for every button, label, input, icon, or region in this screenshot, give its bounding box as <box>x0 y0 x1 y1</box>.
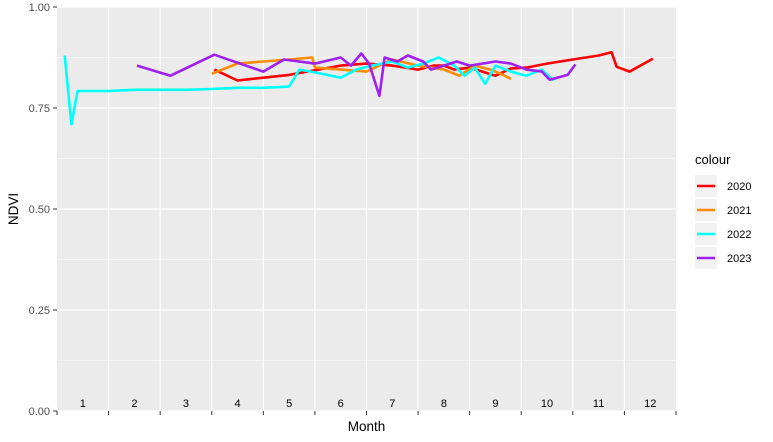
legend-label-2020: 2020 <box>727 181 751 193</box>
month-label: 9 <box>492 398 498 410</box>
y-tick-label: 1.00 <box>29 2 50 14</box>
y-axis: 0.00 0.25 0.50 0.75 1.00 <box>29 2 57 418</box>
y-tick-label: 0.50 <box>29 204 50 216</box>
series-line-2021 <box>211 56 512 81</box>
legend-title: colour <box>695 152 731 167</box>
month-label: 2 <box>131 398 137 410</box>
legend: colour 2020 2021 2022 2023 <box>695 152 751 269</box>
y-axis-title: NDVI <box>6 193 21 225</box>
legend-label-2023: 2023 <box>727 253 751 265</box>
legend-label-2022: 2022 <box>727 229 751 241</box>
month-label: 10 <box>541 398 553 410</box>
series-line-2023 <box>136 52 577 98</box>
x-axis-title: Month <box>348 419 386 434</box>
month-label: 8 <box>441 398 447 410</box>
month-labels: 1 2 3 4 5 6 7 8 9 10 11 12 <box>80 398 657 410</box>
gridlines <box>57 6 676 412</box>
x-axis <box>56 411 677 415</box>
y-tick-label: 0.25 <box>29 305 50 317</box>
month-label: 4 <box>234 398 240 410</box>
y-tick-label: 0.00 <box>29 406 50 418</box>
month-label: 12 <box>644 398 656 410</box>
month-label: 3 <box>183 398 189 410</box>
month-label: 7 <box>389 398 395 410</box>
month-label: 11 <box>593 398 604 410</box>
series-lines <box>63 50 654 126</box>
month-label: 6 <box>338 398 344 410</box>
y-tick-label: 0.75 <box>29 103 50 115</box>
month-label: 1 <box>80 398 86 410</box>
legend-label-2021: 2021 <box>727 205 751 217</box>
series-line-2022 <box>63 55 558 126</box>
month-label: 5 <box>286 398 292 410</box>
